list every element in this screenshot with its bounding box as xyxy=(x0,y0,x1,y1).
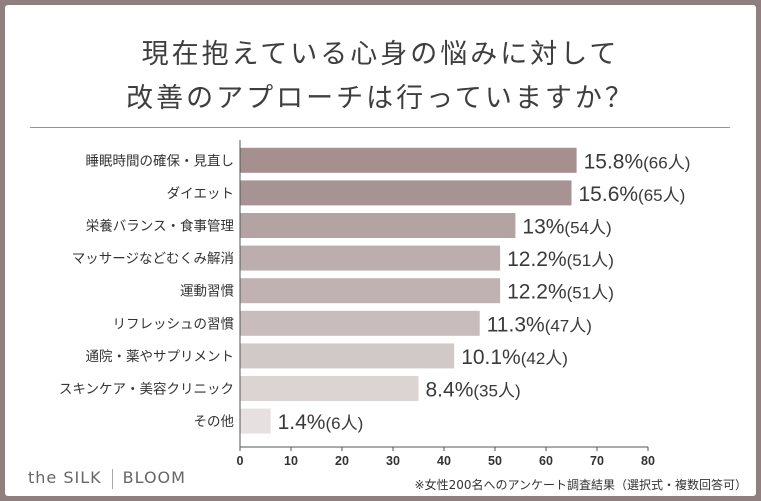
bar xyxy=(240,180,572,206)
x-tick-label: 20 xyxy=(335,454,349,468)
data-label: 12.2%(51人) xyxy=(507,248,614,271)
brand-name-left: the SILK xyxy=(28,468,102,487)
data-label: 15.6%(65人) xyxy=(579,183,686,206)
category-label: マッサージなどむくみ解消 xyxy=(72,251,234,267)
percent-value: 15.8% xyxy=(584,150,644,173)
percent-value: 15.6% xyxy=(579,183,639,206)
count-value: (51人) xyxy=(567,284,614,303)
count-value: (54人) xyxy=(564,219,611,238)
category-label: 通院・薬やサプリメント xyxy=(86,349,235,365)
x-tick-label: 50 xyxy=(488,454,502,468)
data-label: 1.4%(6人) xyxy=(278,411,364,434)
count-value: (51人) xyxy=(567,251,614,270)
bar xyxy=(240,376,419,401)
x-tick-label: 60 xyxy=(539,454,553,468)
category-label: 睡眠時間の確保・見直し xyxy=(86,153,235,169)
percent-value: 12.2% xyxy=(507,281,567,304)
percent-value: 12.2% xyxy=(507,248,567,271)
x-tick-label: 10 xyxy=(284,454,298,468)
category-label: ダイエット xyxy=(167,186,234,202)
count-value: (65人) xyxy=(638,186,685,205)
bar xyxy=(240,147,577,173)
percent-value: 11.3% xyxy=(487,313,545,336)
data-label: 15.8%(66人) xyxy=(584,150,691,173)
count-value: (6人) xyxy=(325,414,363,433)
data-label: 11.3%(47人) xyxy=(487,313,592,336)
x-tick-label: 70 xyxy=(590,454,604,468)
bar xyxy=(240,245,501,271)
bar xyxy=(240,310,480,336)
bar xyxy=(240,343,455,369)
chart-title-line1: 現在抱えている心身の悩みに対して xyxy=(141,39,620,70)
count-value: (66人) xyxy=(643,153,690,172)
data-label: 12.2%(51人) xyxy=(507,281,614,304)
x-tick-label: 0 xyxy=(237,454,244,468)
x-tick-label: 40 xyxy=(437,454,451,468)
bar xyxy=(240,408,271,434)
count-value: (35人) xyxy=(473,382,520,401)
category-label: 運動習慣 xyxy=(180,284,234,300)
x-tick-label: 80 xyxy=(641,454,655,468)
brand-name-right: BLOOM xyxy=(122,468,186,487)
bar xyxy=(240,213,516,238)
percent-value: 10.1% xyxy=(461,346,521,369)
bar xyxy=(240,278,501,304)
x-tick-label: 30 xyxy=(386,454,400,468)
percent-value: 13% xyxy=(522,216,564,239)
data-label: 13%(54人) xyxy=(522,216,611,239)
count-value: (47人) xyxy=(545,316,592,335)
title-divider xyxy=(30,127,730,128)
brand-logo: the SILK BLOOM xyxy=(28,468,186,489)
data-label: 8.4%(35人) xyxy=(426,379,521,402)
count-value: (42人) xyxy=(521,349,568,368)
data-label: 10.1%(42人) xyxy=(461,346,568,369)
category-label: その他 xyxy=(194,414,235,430)
category-label: スキンケア・美容クリニック xyxy=(59,381,234,398)
chart-title-line2: 改善のアプローチは行っていますか？ xyxy=(126,83,635,114)
footnote: ※女性200名へのアンケート調査結果（選択式・複数回答可） xyxy=(414,478,747,492)
percent-value: 1.4% xyxy=(278,411,326,434)
category-label: リフレッシュの習慣 xyxy=(113,316,235,332)
brand-separator xyxy=(111,468,113,489)
category-label: 栄養バランス・食事管理 xyxy=(86,218,235,235)
percent-value: 8.4% xyxy=(426,379,474,402)
